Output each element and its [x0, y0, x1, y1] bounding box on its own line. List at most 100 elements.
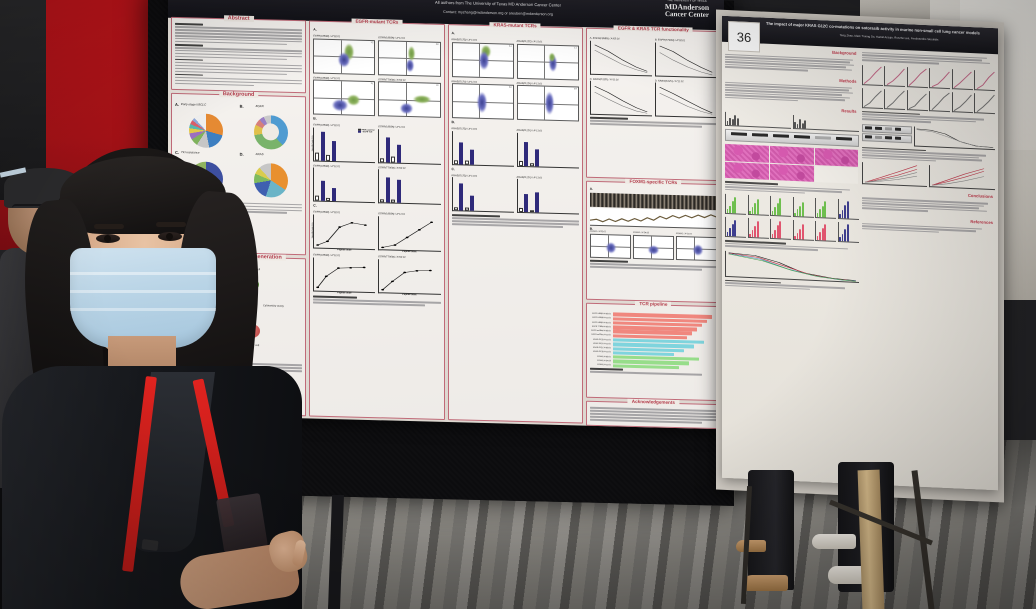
kras-panel-b-letter: B.: [451, 120, 455, 125]
egfr-line-2: EGFR(L858R) / A*11:01 Peptide dose: [378, 212, 441, 254]
bar-plot: [516, 132, 579, 168]
line-plot: [589, 40, 652, 76]
kras-flow-grid: KRAS(G12D) / A*11:01 3.4 KRAS(G12C) / A*…: [451, 38, 579, 122]
flow-population-negative: [405, 58, 415, 73]
line-series: [381, 220, 434, 248]
kras-tcr-heading: KRAS-mutant TCRs: [489, 22, 541, 29]
pie-letter-b: B.: [239, 103, 244, 109]
poster2-growth-curve-row-2: [861, 88, 995, 115]
mini-bar-chart: [837, 199, 859, 221]
flow-plot: [632, 234, 674, 260]
histology-tile: [769, 146, 814, 165]
poster2-conclusions-text: [861, 197, 996, 215]
mini-bar-chart: [792, 197, 814, 219]
egfr-bar-1: EGFR(L858R) / A*02:01 Specific lysis (%)…: [312, 124, 376, 163]
kras-bar-3: KRAS(G12D) / A*11:01: [451, 174, 514, 213]
functionality-panel-c: C. KRAS(G12D) / A*11:01: [589, 77, 652, 117]
lanyard-clip: [141, 539, 159, 551]
line-plot: [589, 80, 652, 117]
presenter-brow-right: [156, 222, 186, 227]
line-plot: Specific lysis (%): [312, 214, 376, 250]
kras-bar-grid-2: KRAS(G12D) / A*11:01 KRAS(G12V) / A*11:0…: [451, 174, 579, 215]
egfr-flow-1: EGFR(L858R) / A*02:01 1.2: [313, 35, 376, 75]
tumor-growth-curves: [932, 168, 985, 186]
dose-response-curve: [916, 128, 994, 149]
line-plot: [313, 257, 376, 293]
tumor-growth-plot: [929, 165, 995, 191]
pipeline-chart: EGFR L858R A*02:01 EGFR L858R A*11:01 EG…: [590, 312, 717, 370]
flow-population-negative: [605, 242, 616, 253]
growth-curve: [974, 70, 995, 92]
foxm1-flow-grid: FOXM1 / A*02:01 FOXM1 / A*24:02 FOXM1 / …: [589, 231, 717, 262]
poster2-background-text: [725, 53, 859, 75]
growth-curve: [884, 66, 905, 88]
egfr-bar-3: EGFR(L858R) / A*01:01: [313, 164, 376, 204]
bar-plot: [313, 167, 376, 204]
attendee-shoe-left-front: [742, 575, 788, 591]
flow-plot: 1.2: [313, 38, 376, 75]
section-acknowledgements: Acknowledgements: [585, 399, 721, 430]
kras-flow-4: KRAS(G12A) / A*11:01 0.9: [516, 81, 579, 122]
poster2-columns: Background Methods Results: [725, 44, 995, 486]
flow-population-positive: [346, 94, 360, 107]
bar-plot: [378, 128, 441, 165]
flow-population-positive: [548, 53, 555, 62]
line-plot: [378, 215, 441, 252]
poster1-column-2: EGFR-mutant TCRs A. EGFR(L858R) / A*02:0…: [309, 18, 445, 420]
attendee-shoe-left-back: [736, 540, 766, 552]
flow-population-negative: [399, 102, 414, 115]
line-ylabel: Specific lysis (%): [312, 222, 315, 239]
egfr-flow-grid: EGFR(L858R) / A*02:01 1.2 EGFR(L858R) / …: [313, 35, 441, 118]
tumor-growth-curves: [864, 165, 917, 183]
attendee-shoe-right-back: [812, 534, 856, 549]
growth-curve: [884, 89, 905, 111]
egfr-panel-a-letter: A.: [313, 27, 317, 32]
presenter-brow-left: [94, 224, 124, 229]
acknowledgements-heading: Acknowledgements: [627, 399, 679, 406]
histology-tile: [725, 161, 769, 181]
poster2-growth-barcharts-pink: [725, 217, 859, 244]
kras-bar-4: KRAS(G12V) / A*11:01: [516, 175, 579, 215]
presenter-eye-left: [96, 234, 120, 243]
egfr-caption-block: [313, 295, 441, 307]
kras-bar-1: KRAS(G12D) / A*11:01: [451, 127, 514, 167]
presenter: [0, 140, 312, 609]
flow-plot: 1.1: [516, 43, 579, 80]
mini-bar-chart: [725, 194, 746, 216]
flow-plot: 1.6: [378, 81, 441, 118]
flow-plot: 0.9: [516, 84, 579, 122]
flow-plot: 0.8: [378, 39, 441, 77]
egfr-flow-3: EGFR(L858R) / A*01:01 2.1: [313, 76, 376, 117]
histology-tile: [769, 163, 814, 183]
poster2-growth-barcharts-green: [725, 194, 859, 221]
poster1-contact: Contact: myzhang@mdanderson.org or areub…: [443, 9, 553, 17]
mdanderson-logo: THE UNIVERSITY OF TEXAS MDAnderson Cance…: [654, 0, 720, 19]
growth-curve: [951, 69, 973, 91]
functionality-panel-a: A. EGFR(L858R) / A*02:01: [589, 37, 652, 76]
egfr-flow-4: EGFR(T790M) / A*02:01 1.6: [378, 78, 441, 118]
foxm1-caption-block: [589, 259, 717, 271]
bar-plot: [451, 177, 514, 213]
line-plot: [654, 82, 717, 119]
poster2-growth-curve-row-1: [861, 65, 995, 92]
growth-curve: [951, 92, 973, 114]
egfr-flow-2: EGFR(L858R) / A*11:01 0.8: [378, 36, 441, 77]
poster2-column-2: Conclusions References: [861, 50, 996, 486]
western-blot: [861, 132, 913, 144]
kras-bar-grid: KRAS(G12D) / A*11:01 KRAS(G12V) / A*11:0…: [451, 127, 579, 168]
bar-plot: [378, 169, 441, 205]
bar-plot: Specific lysis (%) PBMC parental + EGFR …: [312, 127, 376, 163]
egfr-tcr-heading: EGFR-mutant TCRs: [351, 18, 403, 25]
mini-bar-chart: [792, 115, 859, 133]
functionality-heading: EGFR & KRAS TCR functionality: [613, 25, 693, 33]
flow-population-negative: [647, 245, 659, 256]
mini-bar-chart: [815, 198, 836, 220]
line-series: [316, 266, 366, 288]
growth-curve: [929, 91, 950, 113]
egfr-bar-4: EGFR(T790M) / A*02:01: [378, 166, 441, 205]
mini-bar-chart: [837, 222, 859, 244]
abstract-text-block: [175, 22, 303, 87]
mini-bar-chart: [725, 217, 746, 239]
he-histology-panel: [725, 144, 859, 185]
